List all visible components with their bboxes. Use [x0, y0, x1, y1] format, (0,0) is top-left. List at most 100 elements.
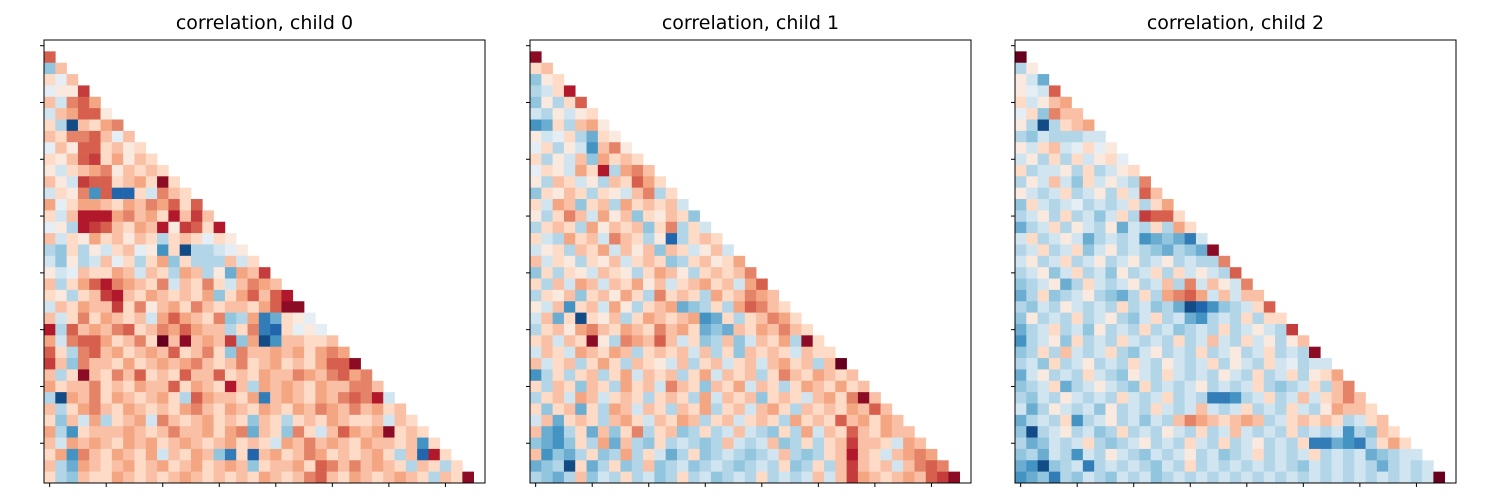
heatmap-cell: [77, 323, 90, 336]
heatmap-cell: [1173, 426, 1185, 438]
heatmap-cell: [371, 414, 384, 427]
heatmap-cell: [100, 323, 113, 336]
heatmap-cell: [1399, 437, 1412, 450]
heatmap-cell: [55, 244, 67, 257]
heatmap-cell: [1094, 289, 1106, 302]
heatmap-cell: [563, 460, 576, 472]
heatmap-cell: [1060, 96, 1072, 109]
heatmap-cell: [179, 437, 192, 450]
heatmap-cell: [1388, 448, 1400, 461]
heatmap-cell: [1060, 380, 1072, 393]
heatmap-cell: [1162, 255, 1174, 268]
heatmap-cell: [790, 460, 802, 472]
heatmap-cell: [315, 471, 327, 484]
heatmap-cell: [1048, 301, 1061, 313]
heatmap-cell: [1094, 176, 1106, 188]
heatmap-cell: [1071, 267, 1084, 279]
heatmap-cell: [1218, 358, 1231, 370]
heatmap-cell: [1150, 448, 1163, 461]
heatmap-cell: [654, 210, 666, 223]
heatmap-cell: [744, 448, 757, 461]
heatmap-cell: [586, 108, 599, 120]
heatmap-cell: [643, 323, 655, 336]
heatmap-cell: [134, 176, 147, 188]
heatmap-cell: [1286, 448, 1298, 461]
heatmap-cell: [643, 255, 655, 268]
heatmap-cell: [1252, 414, 1265, 427]
heatmap-cell: [609, 233, 621, 245]
heatmap-cell: [111, 346, 124, 359]
heatmap-cell: [1162, 403, 1174, 416]
heatmap-cell: [597, 267, 610, 279]
heatmap-cell: [699, 448, 712, 461]
heatmap-cell: [744, 312, 757, 325]
heatmap-cell: [134, 255, 147, 268]
heatmap-cell: [89, 403, 101, 416]
heatmap-cell: [880, 414, 893, 427]
heatmap-cell: [620, 403, 633, 416]
heatmap-cell: [1128, 414, 1140, 427]
heatmap-cell: [1116, 471, 1129, 484]
heatmap-cell: [1082, 267, 1095, 279]
heatmap-cell: [1060, 164, 1072, 177]
heatmap-cell: [597, 153, 610, 166]
heatmap-cell: [157, 448, 169, 461]
heatmap-cell: [55, 460, 67, 472]
heatmap-cell: [100, 312, 113, 325]
heatmap-cell: [914, 448, 927, 461]
heatmap-cell: [258, 335, 271, 347]
heatmap-cell: [428, 448, 441, 461]
heatmap-cell: [586, 210, 599, 223]
heatmap-cell: [1297, 392, 1310, 404]
heatmap-cell: [665, 233, 678, 245]
heatmap-cell: [258, 426, 271, 438]
heatmap-cell: [563, 471, 576, 484]
heatmap-cell: [1139, 210, 1151, 223]
chart-title: correlation, child 2: [1147, 12, 1324, 34]
heatmap-cell: [586, 312, 599, 325]
heatmap-cell: [360, 437, 373, 450]
heatmap-cell: [224, 380, 237, 393]
heatmap-cell: [44, 335, 56, 347]
heatmap-cell: [1060, 346, 1072, 359]
heatmap-cell: [631, 448, 644, 461]
heatmap-cell: [1162, 244, 1174, 257]
heatmap-cell: [1128, 164, 1140, 177]
heatmap-cell: [202, 403, 214, 416]
heatmap-cell: [157, 380, 169, 393]
heatmap-cell: [1128, 392, 1140, 404]
heatmap-cell: [1015, 108, 1027, 120]
heatmap-cell: [1229, 448, 1242, 461]
heatmap-cell: [1139, 369, 1151, 382]
heatmap-cell: [597, 414, 610, 427]
heatmap-cell: [733, 289, 746, 302]
heatmap-cell: [609, 323, 621, 336]
heatmap-cell: [157, 414, 169, 427]
heatmap-cell: [1275, 380, 1287, 393]
heatmap-cell: [1060, 460, 1072, 472]
heatmap-cell: [552, 471, 565, 484]
heatmap-cell: [326, 369, 339, 382]
heatmap-cell: [100, 437, 113, 450]
heatmap-cell: [733, 471, 746, 484]
heatmap-cell: [756, 312, 768, 325]
heatmap-cell: [722, 392, 734, 404]
heatmap-cell: [157, 323, 169, 336]
heatmap-cell: [1207, 358, 1219, 370]
heatmap-cell: [1026, 85, 1038, 98]
heatmap-cell: [1060, 130, 1072, 143]
heatmap-cell: [1128, 346, 1140, 359]
heatmap-cell: [224, 335, 237, 347]
heatmap-cell: [145, 460, 158, 472]
heatmap-cell: [1218, 312, 1231, 325]
heatmap-cell: [44, 358, 56, 370]
heatmap-cell: [586, 460, 599, 472]
heatmap-cell: [1060, 187, 1072, 200]
heatmap-cell: [677, 448, 689, 461]
heatmap-cell: [168, 335, 180, 347]
heatmap-cell: [1094, 278, 1106, 291]
heatmap-cell: [722, 358, 734, 370]
heatmap-cell: [1184, 255, 1197, 268]
heatmap-cell: [869, 392, 881, 404]
heatmap-cell: [157, 164, 169, 177]
